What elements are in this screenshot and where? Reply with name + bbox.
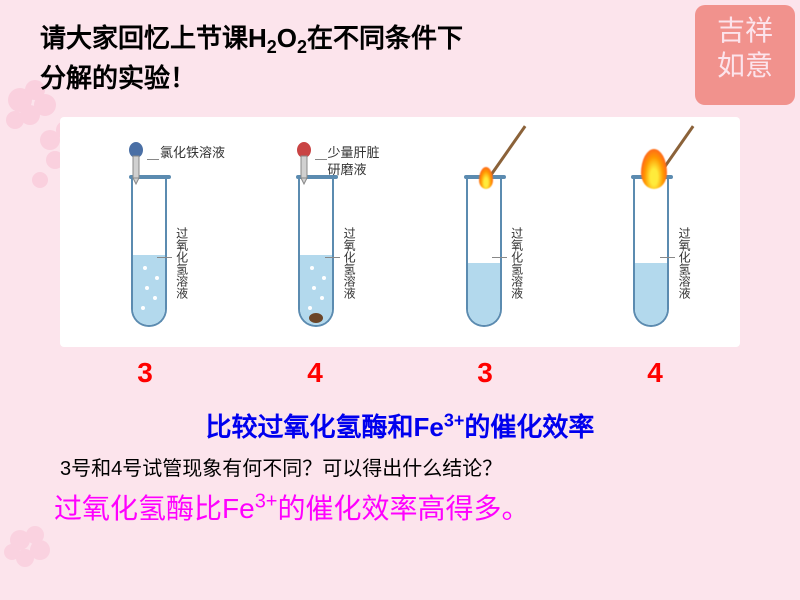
tube-4: 过氧化氢溶液 (568, 127, 736, 337)
tube-number: 3 (400, 357, 570, 389)
tube-diagram: 氯化铁溶液过氧化氢溶液少量肝脏 研磨液过氧化氢溶液过氧化氢溶液过氧化氢溶液 (60, 117, 740, 347)
heading-sup: 3+ (444, 410, 465, 430)
question-text: 3号和4号试管现象有何不同？可以得出什么结论？ (40, 452, 760, 481)
conclusion-pre: 过氧化氢酶比Fe (54, 493, 255, 524)
liquid-label: 过氧化氢溶液 (508, 227, 524, 299)
conclusion-post: 的催化效率高得多。 (278, 493, 530, 524)
heading-text: 的催化效率 (464, 412, 594, 442)
title-sub: 2 (267, 37, 277, 57)
heading-text: 比较过氧化氢酶和Fe (206, 412, 444, 442)
tube-number: 4 (230, 357, 400, 389)
liquid-label: 过氧化氢溶液 (173, 227, 189, 299)
conclusion-text: 过氧化氢酶比Fe3+的催化效率高得多。 (40, 487, 760, 527)
title-text: O (277, 23, 297, 53)
tube-number: 3 (60, 357, 230, 389)
reagent-label: 少量肝脏 研磨液 (328, 145, 398, 179)
title-text: 在不同条件下 (307, 23, 463, 53)
liquid-label: 过氧化氢溶液 (676, 227, 692, 299)
reagent-label: 氯化铁溶液 (160, 145, 230, 162)
tube-1: 氯化铁溶液过氧化氢溶液 (65, 127, 233, 337)
title-text: 分解的实验！ (40, 63, 196, 93)
dropper-icon (121, 142, 151, 187)
conclusion-sup: 3+ (255, 490, 278, 512)
tube-numbers: 3434 (60, 357, 740, 389)
flame-icon (479, 167, 493, 189)
comparison-heading: 比较过氧化氢酶和Fe3+的催化效率 (40, 407, 760, 444)
dropper-icon (289, 142, 319, 187)
slide-title: 请大家回忆上节课H2O2在不同条件下 分解的实验！ (40, 20, 760, 97)
slide: 请大家回忆上节课H2O2在不同条件下 分解的实验！ 氯化铁溶液过氧化氢溶液少量肝… (0, 0, 800, 600)
tube-number: 4 (570, 357, 740, 389)
title-sub: 2 (297, 37, 307, 57)
tube-2: 少量肝脏 研磨液过氧化氢溶液 (233, 127, 401, 337)
title-text: 请大家回忆上节课H (40, 23, 267, 53)
liquid-label: 过氧化氢溶液 (341, 227, 357, 299)
tube-3: 过氧化氢溶液 (400, 127, 568, 337)
flame-icon (641, 149, 667, 189)
